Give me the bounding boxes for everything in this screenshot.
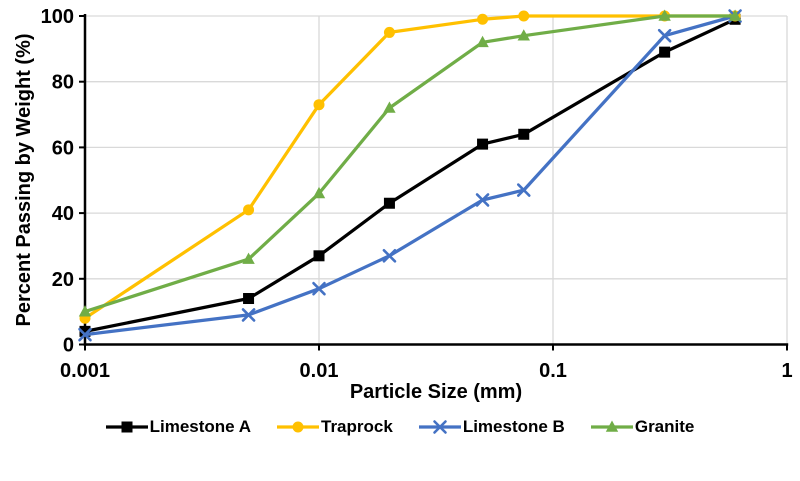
x-marker	[312, 281, 326, 296]
y-tick-label: 20	[52, 269, 74, 291]
square-marker	[477, 138, 489, 150]
x-tick-label: 0.1	[539, 360, 567, 382]
square-marker	[313, 250, 325, 262]
legend-item-limestone-a: Limestone A	[105, 417, 251, 437]
square-marker	[121, 421, 133, 433]
y-tick-label: 40	[52, 203, 74, 225]
triangle-marker	[383, 101, 396, 113]
x-tick-label: 1	[781, 360, 792, 382]
circle-marker	[477, 13, 489, 25]
circle-marker	[518, 10, 530, 22]
x-marker	[382, 249, 397, 263]
triangle-marker	[728, 9, 742, 21]
y-tick-label: 80	[52, 72, 74, 94]
series-limestone-b	[78, 9, 742, 342]
gridlines	[85, 15, 788, 345]
x-axis-title: Particle Size (mm)	[350, 381, 522, 403]
x-tick-label: 0.001	[60, 360, 110, 382]
triangle-marker	[78, 305, 92, 317]
triangle-marker	[476, 35, 489, 48]
y-tick-label: 0	[63, 335, 74, 357]
triangle-marker	[312, 186, 326, 199]
legend-item-traprock: Traprock	[277, 417, 393, 437]
legend-swatch-x-icon	[418, 420, 461, 434]
legend-swatch-circle-icon	[277, 421, 319, 433]
circle-marker	[383, 26, 395, 38]
triangle-marker	[605, 420, 619, 432]
legend-label: Granite	[634, 417, 695, 436]
triangle-marker	[517, 29, 530, 41]
legend-label: Limestone A	[149, 417, 251, 436]
legend-swatch-square-icon	[105, 421, 148, 433]
circle-marker	[243, 204, 255, 216]
square-marker	[243, 293, 255, 305]
series-traprock	[79, 10, 741, 324]
square-marker	[518, 128, 530, 140]
series-line	[83, 14, 737, 320]
square-marker	[79, 325, 91, 337]
x-tick-label: 0.01	[300, 360, 339, 382]
triangle-marker	[242, 252, 255, 264]
x-marker	[475, 193, 490, 207]
y-tick-label: 60	[52, 137, 74, 159]
legend-item-granite: Granite	[590, 417, 695, 437]
plot-area: 0.001 0.01 0.1 1 0 20 40 60 80 100 Particle Size …	[13, 6, 793, 403]
x-marker	[433, 420, 447, 434]
legend-swatch-triangle-icon	[590, 420, 633, 432]
square-marker	[659, 46, 671, 58]
legend-label: Traprock	[321, 417, 393, 436]
legend-label: Limestone B	[462, 417, 565, 436]
tick-labels: 0.001 0.01 0.1 1 0 20 40 60 80 100	[41, 6, 793, 382]
x-marker	[516, 183, 531, 197]
x-marker	[241, 308, 256, 322]
y-axis-title: Percent Passing by Weight (%)	[13, 33, 35, 326]
data-series	[78, 9, 742, 342]
triangle-marker	[658, 9, 671, 21]
y-tick-label: 100	[41, 6, 74, 28]
series-line	[83, 14, 737, 314]
x-marker	[78, 327, 92, 342]
x-marker	[657, 28, 672, 43]
legend-item-limestone-b: Limestone B	[418, 417, 565, 437]
series-line	[83, 14, 737, 337]
series-granite	[78, 9, 742, 317]
axes	[79, 14, 789, 351]
legend: Limestone A Traprock Limestone B Granite	[0, 417, 800, 437]
series-line	[83, 17, 737, 334]
circle-marker	[292, 421, 304, 433]
square-marker	[383, 197, 395, 209]
circle-marker	[313, 99, 325, 111]
